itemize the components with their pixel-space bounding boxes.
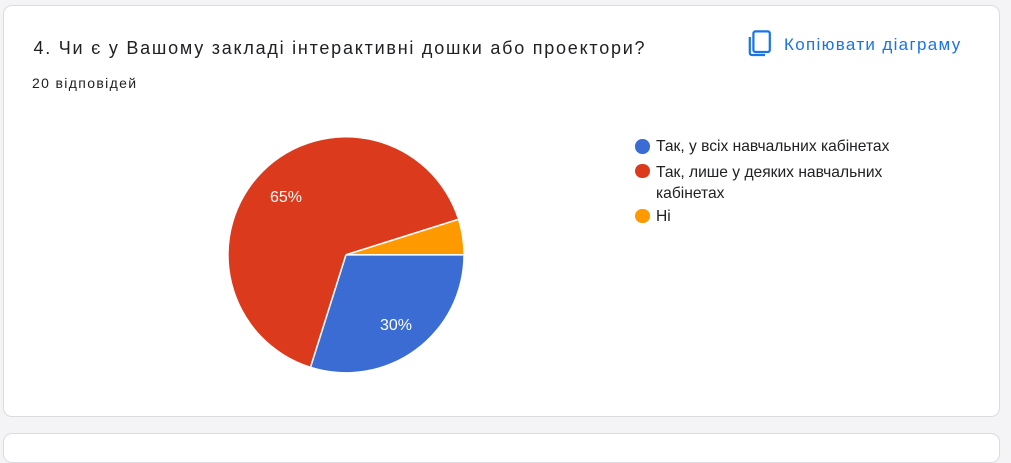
svg-text:30%: 30% bbox=[380, 317, 412, 334]
svg-text:65%: 65% bbox=[270, 189, 302, 206]
